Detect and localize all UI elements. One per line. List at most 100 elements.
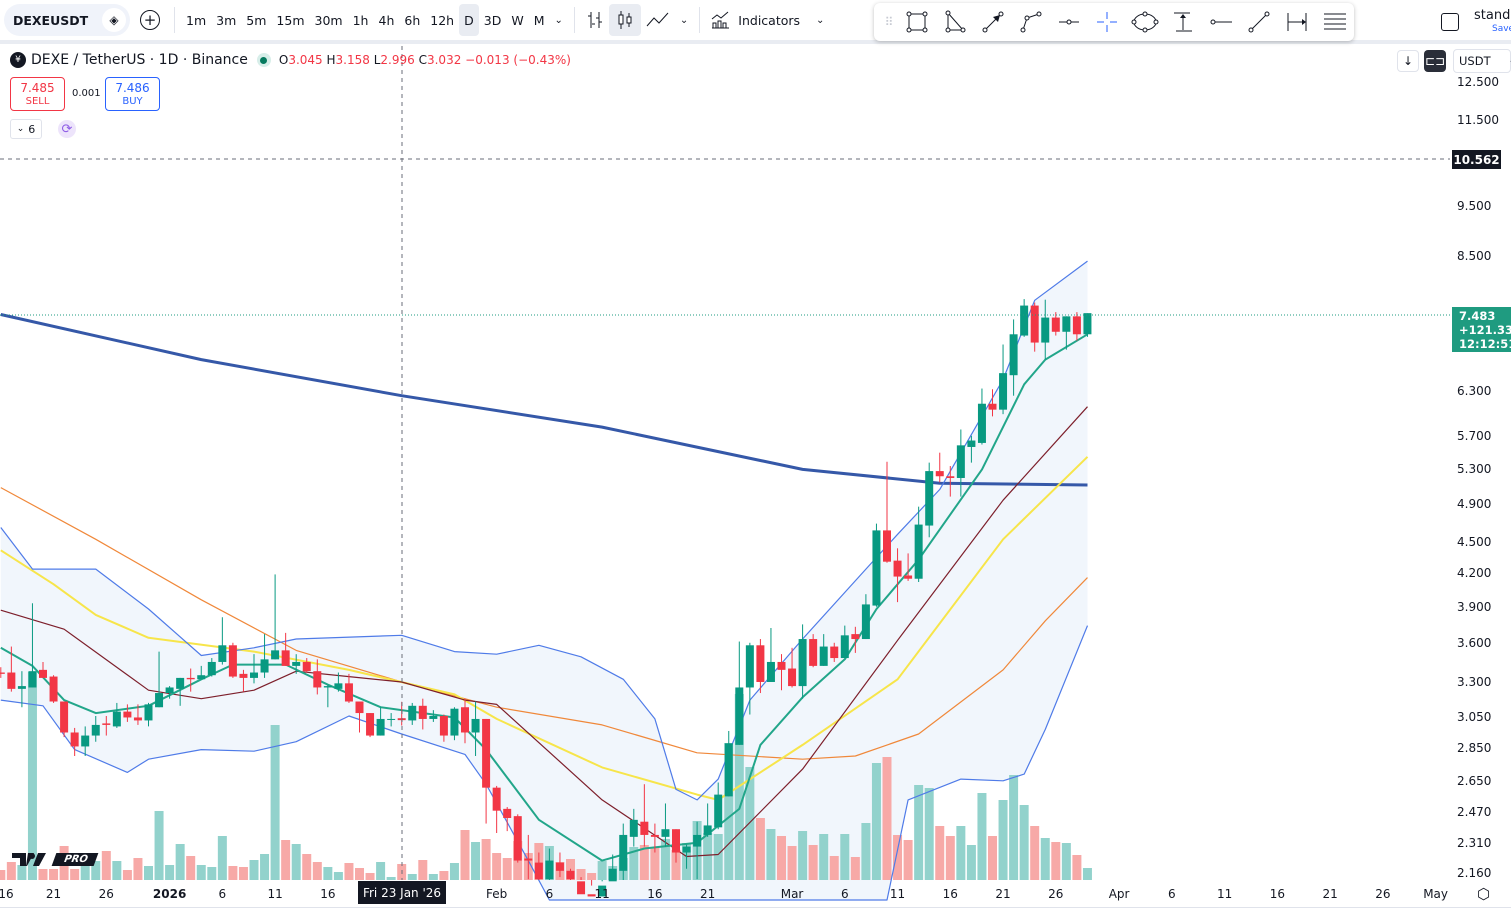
line-chart-type-icon[interactable]	[641, 4, 675, 36]
interval-12h[interactable]: 12h	[430, 12, 455, 28]
candle-body	[893, 560, 902, 577]
candle-body	[387, 718, 396, 720]
volume-bar	[49, 869, 59, 880]
interval-3m[interactable]: 3m	[216, 12, 237, 28]
interval-6h[interactable]: 6h	[404, 12, 421, 28]
indicators-button[interactable]: Indicators	[706, 4, 805, 36]
path-tool-icon[interactable]	[1012, 5, 1050, 39]
crosshair-tool-icon[interactable]	[1088, 5, 1126, 39]
interval-D[interactable]: D	[459, 4, 479, 36]
interval-1h[interactable]: 1h	[352, 12, 369, 28]
time-tick: 6	[218, 887, 227, 901]
interval-dropdown-chevron-icon[interactable]: ⌄	[554, 14, 563, 26]
candle-body	[967, 440, 976, 447]
price-range-icon[interactable]	[1164, 5, 1202, 39]
drag-handle-icon[interactable]: ⠿	[884, 15, 894, 29]
volume-bar	[27, 672, 37, 880]
arrow-down-icon[interactable]: ↓	[1397, 50, 1419, 72]
triangle-tool-icon[interactable]	[936, 5, 974, 39]
candle-body	[334, 683, 343, 689]
rectangle-tool-icon[interactable]	[898, 5, 936, 39]
trend-line-icon[interactable]	[1240, 5, 1278, 39]
volume-bar	[165, 865, 175, 880]
volume-bar	[861, 823, 871, 880]
fib-retracement-icon[interactable]	[1316, 5, 1354, 39]
volume-bar	[724, 743, 734, 880]
candle-body	[408, 705, 417, 721]
interval-5m[interactable]: 5m	[246, 12, 267, 28]
price-tick: 2.850	[1457, 741, 1492, 756]
interval-M[interactable]: M	[533, 12, 545, 28]
indicators-collapse-toggle[interactable]: ⌄ 6	[10, 119, 42, 139]
buy-button[interactable]: 7.486 BUY	[105, 77, 160, 111]
compare-plus-icon[interactable]: +	[140, 10, 160, 30]
auto-scale-icon[interactable]: ⊏⊐	[1424, 50, 1446, 72]
sync-icon[interactable]: ⟳	[58, 120, 76, 138]
chart-type-chevron-icon[interactable]: ⌄	[679, 14, 689, 26]
market-open-status-icon	[256, 53, 271, 67]
interval-15m[interactable]: 15m	[276, 12, 305, 28]
time-tick: 21	[995, 887, 1011, 901]
price-tick: 12.500	[1457, 75, 1499, 89]
candle-body	[17, 686, 26, 689]
volume-bar	[1061, 843, 1071, 880]
candle-body	[999, 373, 1008, 410]
bb-upper-line	[0, 260, 1088, 801]
candle-body	[1072, 316, 1081, 335]
volume-bar	[798, 831, 808, 880]
candle-body	[777, 661, 786, 670]
volume-bar	[112, 861, 122, 880]
interval-1m[interactable]: 1m	[186, 12, 207, 28]
horizontal-ray-icon[interactable]	[1050, 5, 1088, 39]
candle-body	[608, 868, 617, 882]
settings-gear-icon[interactable]: ⬡	[1477, 885, 1491, 903]
time-tick: Mar	[780, 887, 804, 901]
arrow-tool-icon[interactable]	[974, 5, 1012, 39]
ohlc-values: O3.045 H3.158 L2.996 C3.032 −0.013 (−0.4…	[278, 53, 571, 67]
date-range-icon[interactable]	[1278, 5, 1316, 39]
interval-W[interactable]: W	[511, 12, 524, 28]
candle-body	[461, 707, 469, 733]
volume-bar	[17, 865, 27, 880]
crosshair-date-label: Fri 23 Jan '26	[358, 881, 446, 904]
candle-body	[176, 677, 185, 689]
interval-30m[interactable]: 30m	[314, 12, 343, 28]
candle-body	[524, 858, 533, 861]
time-tick: 16	[942, 887, 958, 901]
layout-checkbox[interactable]	[1441, 13, 1459, 31]
candle-body	[851, 634, 860, 640]
time-tick: 11	[594, 887, 610, 901]
time-tick: 26	[1375, 887, 1391, 901]
candle-body	[418, 705, 427, 719]
price-tick: 2.650	[1457, 773, 1492, 788]
candle-body	[513, 816, 522, 861]
diamond-icon[interactable]: ◈	[102, 8, 126, 32]
volume-bar	[850, 857, 860, 880]
volume-bar	[270, 725, 280, 880]
symbol-search[interactable]: DEXEUSDT ◈	[4, 4, 130, 36]
interval-4h[interactable]: 4h	[378, 12, 395, 28]
interval-3D[interactable]: 3D	[483, 12, 502, 28]
ellipse-tool-icon[interactable]	[1126, 5, 1164, 39]
bar-chart-type-icon[interactable]	[581, 4, 609, 36]
volume-bar	[460, 830, 470, 880]
symbol-title[interactable]: DEXE / TetherUS · 1D · Binance	[31, 52, 248, 68]
candle-body	[798, 639, 807, 687]
candles-chart-type-icon[interactable]	[608, 4, 641, 36]
sell-button[interactable]: 7.485 SELL	[10, 77, 65, 111]
candle-body	[840, 635, 849, 659]
candle-body	[91, 724, 100, 736]
volume-bar	[998, 800, 1008, 880]
candle-body	[0, 672, 5, 674]
layout-name[interactable]: standa	[1474, 8, 1511, 23]
save-label[interactable]: Save	[1492, 24, 1511, 34]
currency-select[interactable]: USDT⌄	[1453, 49, 1511, 73]
volume-bar	[966, 845, 976, 880]
horizontal-line-icon[interactable]	[1202, 5, 1240, 39]
candle-body	[555, 862, 564, 871]
tradingview-logo[interactable]: PRO	[12, 852, 98, 867]
candle-body	[788, 668, 797, 687]
price-tick: 3.050	[1457, 710, 1492, 725]
indicators-chevron-icon[interactable]: ⌄	[816, 14, 825, 26]
